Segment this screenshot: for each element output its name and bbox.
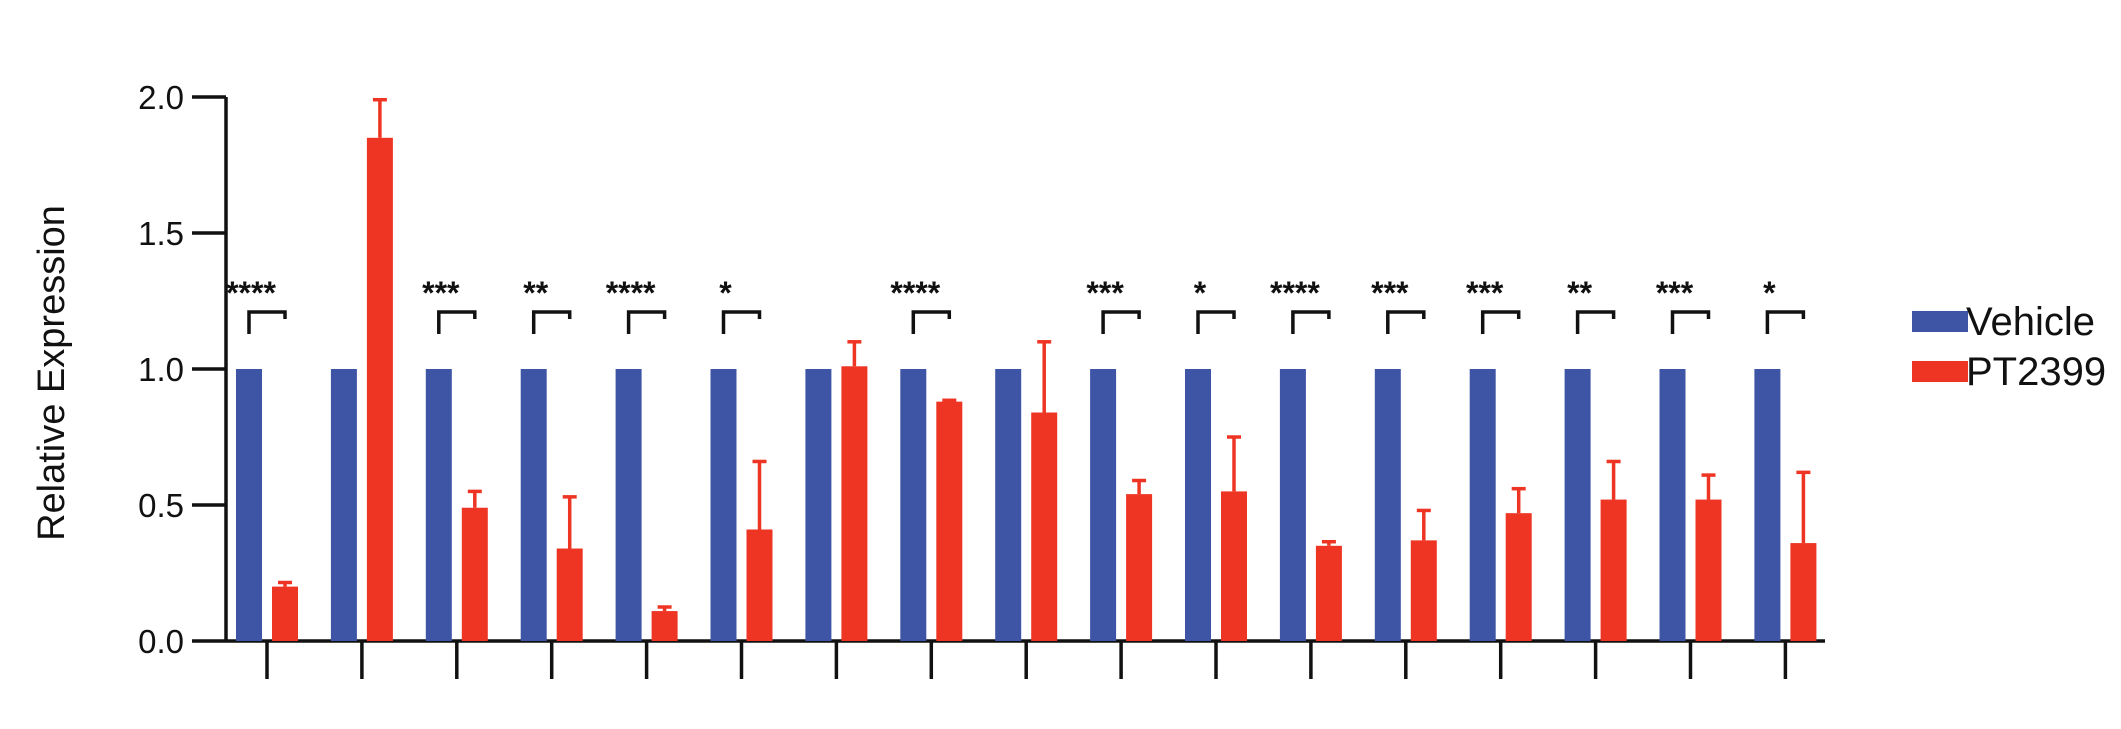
bar-vehicle [1659,369,1686,641]
significance-label: *** [1466,275,1504,311]
bar-vehicle [995,369,1022,641]
bar-pt2399 [841,366,868,641]
significance-label: ** [523,275,548,311]
bar-vehicle [1279,369,1306,641]
bar-pt2399 [1600,499,1627,641]
bar-vehicle [1469,369,1496,641]
bar-vehicle [425,369,452,641]
significance-bracket [1480,310,1521,334]
significance-label: **** [1270,275,1320,311]
x-axis [226,639,1825,679]
significance-bracket [721,310,762,334]
bar-vehicle [1564,369,1591,641]
legend-label-vehicle: Vehicle [1966,300,2095,344]
significance-label: *** [1371,275,1409,311]
y-tick-label: 1.0 [138,351,184,388]
bar-vehicle [1090,369,1117,641]
significance-bracket [911,310,952,334]
bar-vehicle [236,369,262,641]
bar-pt2399 [1126,494,1153,641]
bar-pt2399 [556,548,583,641]
legend-swatch-pt2399 [1912,361,1968,382]
y-axis-label: Relative Expression [31,205,73,541]
bar-pt2399 [366,137,393,642]
y-tick-label: 0.0 [138,623,184,660]
bar-pt2399 [651,611,678,641]
bar-pt2399 [936,401,963,641]
significance-bracket [437,310,477,334]
significance-bracket [1196,310,1236,334]
significance-label: **** [890,275,940,311]
bar-pt2399 [1505,513,1532,641]
bar-pt2399 [272,586,298,641]
bar-pt2399 [1410,540,1437,641]
bar-pt2399 [1315,545,1342,641]
significance-bracket [1386,310,1426,334]
bar-vehicle [330,369,357,641]
bar-pt2399 [1221,491,1247,641]
bar-pt2399 [1790,543,1817,641]
significance-label: *** [1656,275,1694,311]
bars [236,137,1817,642]
bar-pt2399 [1031,412,1058,641]
significance-bracket [1670,310,1711,334]
significance-label: **** [226,275,276,311]
significance-label: *** [1086,275,1124,311]
y-tick-label: 1.5 [138,215,184,252]
significance-bracket [1291,310,1331,334]
bar-vehicle [615,369,642,641]
bar-vehicle [1754,369,1781,641]
bar-vehicle [900,369,927,641]
y-tick-label: 2.0 [138,79,184,116]
bar-pt2399 [1695,499,1722,641]
bar-vehicle [1374,369,1401,641]
significance-bracket [531,310,572,334]
significance-bracket [247,310,287,334]
bar-vehicle [805,369,832,641]
significance-label: * [719,275,732,311]
legend-label-pt2399: PT2399 [1966,350,2106,394]
significance-bracket [626,310,667,334]
error-bars [278,97,1811,612]
significance-label: **** [606,275,656,311]
bar-pt2399 [461,507,488,641]
bar-vehicle [710,369,737,641]
significance-label: ** [1567,275,1592,311]
significance-brackets: **** *** ** **** * **** *** * **** *** *** ** *** * [226,275,1806,334]
bar-vehicle [1185,369,1211,641]
significance-label: * [1763,275,1776,311]
y-axis: 0.0 0.5 1.0 1.5 2.0 [138,79,228,660]
bar-pt2399 [746,529,773,641]
y-tick-label: 0.5 [138,487,184,524]
bar-vehicle [520,369,547,641]
significance-label: *** [422,275,460,311]
significance-bracket [1101,310,1141,334]
legend: Vehicle PT2399 [1912,300,2106,394]
significance-label: * [1194,275,1207,311]
significance-bracket [1575,310,1616,334]
significance-bracket [1765,310,1806,334]
legend-swatch-vehicle [1912,311,1968,332]
